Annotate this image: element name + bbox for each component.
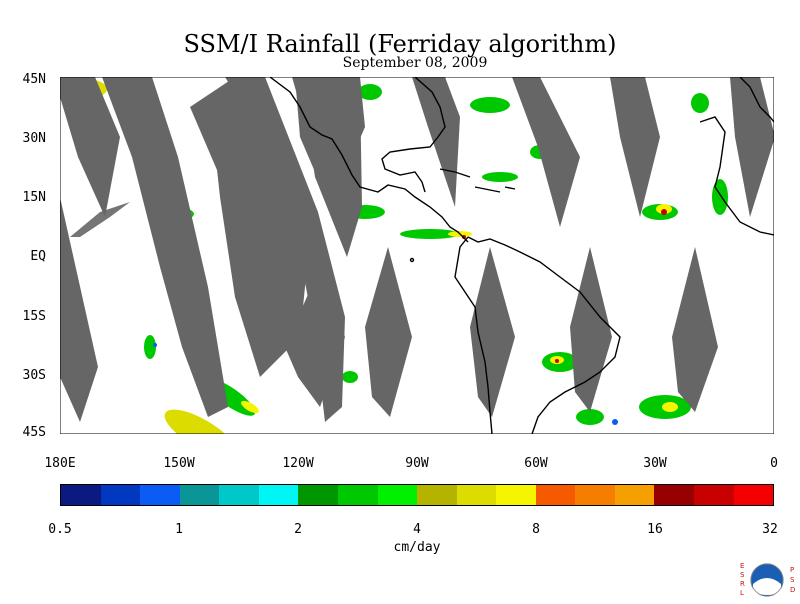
colorbar-swatch	[694, 485, 734, 505]
lat-label: 45S	[22, 425, 46, 440]
lon-label: 90W	[405, 456, 429, 471]
colorbar-tick-label: 1	[175, 522, 183, 537]
colorbar-tick-label: 4	[413, 522, 421, 537]
coastlines	[269, 77, 774, 434]
colorbar-swatch	[100, 485, 141, 505]
lon-label: 120W	[282, 456, 314, 471]
colorbar-tick-label: 0.5	[48, 522, 72, 537]
svg-text:E: E	[740, 562, 744, 570]
lon-label: 0	[770, 456, 778, 471]
svg-text:R: R	[740, 580, 745, 588]
colorbar-swatch	[535, 485, 576, 505]
lon-label: 180E	[44, 456, 76, 471]
lon-label: 60W	[524, 456, 548, 471]
colorbar-swatch	[456, 485, 497, 505]
colorbar-swatch	[614, 485, 655, 505]
colorbar-units: cm/day	[393, 540, 441, 555]
svg-text:D: D	[790, 586, 795, 594]
lat-label: 15S	[22, 309, 46, 324]
lon-label: 150W	[163, 456, 195, 471]
lat-label: 30S	[22, 368, 46, 383]
map-title: SSM/I Rainfall (Ferriday algorithm)	[183, 30, 617, 58]
colorbar-swatch	[298, 485, 338, 505]
lat-label: 30N	[22, 131, 46, 146]
rainfall-map	[60, 77, 774, 434]
noaa-esrl-logo: E S R L P S D	[735, 558, 799, 600]
map-canvas	[60, 77, 774, 434]
svg-text:P: P	[790, 566, 794, 574]
colorbar-swatch	[654, 485, 694, 505]
colorbar	[60, 484, 774, 506]
colorbar-tick-label: 16	[647, 522, 663, 537]
svg-text:S: S	[740, 571, 745, 579]
colorbar-swatch	[219, 485, 259, 505]
colorbar-tick-label: 32	[762, 522, 778, 537]
svg-text:S: S	[790, 576, 795, 584]
lat-label: EQ	[30, 249, 46, 264]
colorbar-swatch	[61, 485, 101, 505]
swath-gaps	[60, 77, 774, 422]
colorbar-swatch	[377, 485, 418, 505]
colorbar-tick-label: 8	[532, 522, 540, 537]
colorbar-swatch	[417, 485, 457, 505]
colorbar-swatch	[179, 485, 220, 505]
lon-label: 30W	[643, 456, 667, 471]
colorbar-tick-label: 2	[294, 522, 302, 537]
lat-label: 15N	[22, 190, 46, 205]
colorbar-swatch	[258, 485, 299, 505]
lat-label: 45N	[22, 72, 46, 87]
map-date: September 08, 2009	[342, 55, 488, 71]
colorbar-swatch	[140, 485, 180, 505]
colorbar-swatch	[733, 485, 774, 505]
colorbar-swatch	[337, 485, 378, 505]
colorbar-swatch	[496, 485, 536, 505]
svg-text:L: L	[740, 589, 744, 597]
colorbar-swatch	[575, 485, 615, 505]
